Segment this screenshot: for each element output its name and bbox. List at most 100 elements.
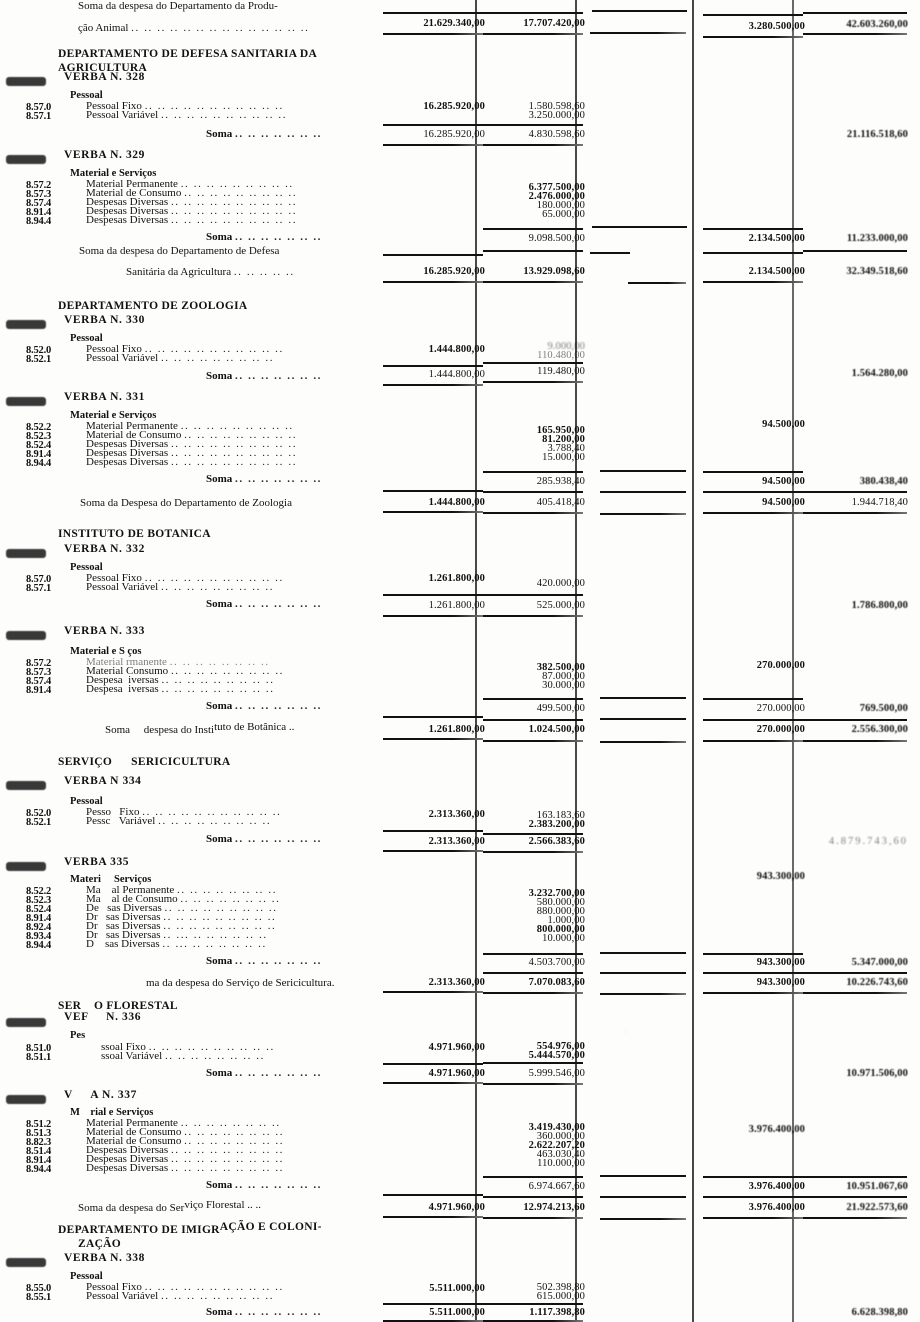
value-c2: 4.830.598,60 (528, 129, 585, 140)
column-separator-3 (692, 0, 694, 1322)
account-code: 8.94.4 (26, 216, 52, 227)
value-c2: 165.950,00 (536, 425, 585, 436)
rule-above-dept-total-c5 (803, 1196, 907, 1198)
value-c4: 94.500,00 (762, 497, 805, 508)
account-label-text: Pessoal Variável (86, 352, 159, 364)
rule-above-soma-c4 (703, 228, 803, 230)
value-c1: 5.511.000,00 (429, 1283, 485, 1294)
account-label-text: ssoal Variável (101, 1050, 163, 1062)
account-code: 8.57.0 (26, 574, 52, 585)
value-c2: 463.030,40 (536, 1149, 585, 1160)
group-label-pessoal: Pessoal (70, 796, 103, 807)
leader-dots: .. .. .. .. .. .. .. .. .. .. .. (144, 572, 284, 584)
leader-dots: .. .. .. .. .. .. .. (235, 1067, 323, 1079)
leader-dots: .. .. .. .. .. .. .. .. .. .. (148, 1041, 275, 1053)
value-c2: 10.000,00 (542, 933, 585, 944)
rule-above-dept-total-c4 (703, 252, 803, 254)
value-c2: 30.000,00 (542, 680, 585, 691)
group-label-pessoal: Pes (70, 1030, 86, 1041)
value-c5: 1.944.718,40 (851, 497, 908, 508)
leader-dots: .. .. .. .. .. .. .. .. .. (170, 665, 285, 677)
value-c5: 6.628.398,80 (851, 1307, 908, 1318)
rule-below-soma-c2 (483, 1083, 583, 1085)
account-label: Pesso Fixo .. .. .. .. .. .. .. .. .. ..… (86, 806, 281, 818)
verba-title: VEF N. 336 (64, 1011, 142, 1023)
rule-above-soma-c2 (483, 124, 583, 126)
account-label-text: Ma al de Consumo (86, 893, 178, 905)
rule-above-dept-total-c5 (803, 972, 907, 974)
rule-above-soma-c2 (483, 833, 583, 835)
account-label: Despesas Diversas .. .. .. .. .. .. .. .… (86, 205, 297, 217)
account-label: Material Permanente .. .. .. .. .. .. ..… (86, 420, 294, 432)
account-code: 8.94.4 (26, 940, 52, 951)
soma-text: Soma (206, 370, 233, 382)
value-c2: 87.000,00 (542, 671, 585, 682)
value-c2: 9.000,00 (547, 341, 585, 352)
account-label: Material Permanente .. .. .. .. .. .. ..… (86, 1117, 281, 1129)
account-label-text: Pessoal Variável (86, 109, 159, 121)
soma-text: Soma (206, 598, 233, 610)
value-c4: 3.976.400,00 (748, 1181, 805, 1192)
account-code: 8.57.0 (26, 102, 52, 113)
rule-above-soma-c2 (483, 698, 583, 700)
value-c2: 6.974.667,60 (528, 1181, 585, 1192)
leader-dots: .. .. .. .. .. .. .. .. .. .. .. (142, 806, 282, 818)
value-c2: 405.418,40 (536, 497, 585, 508)
rule-below-dept-total-c2 (483, 1217, 583, 1219)
soma-text: Soma (206, 700, 233, 712)
value-c5: 21.116.518,60 (846, 129, 908, 140)
account-label-text: De sas Diversas (86, 902, 162, 914)
rule-above-total-c5 (803, 12, 907, 14)
verba-title: VERBA N. 328 (64, 71, 146, 83)
value-c5: 769.500,00 (859, 703, 908, 714)
value-c2: 1.000,00 (547, 915, 585, 926)
account-label-text: Material de Consumo (86, 429, 182, 441)
department-heading-line2: ZAÇÃO (78, 1238, 122, 1250)
value-c2: 5.999.546,00 (528, 1068, 585, 1079)
leader-dots: .. .. .. .. .. .. .. .. .. .. (170, 214, 298, 226)
soma-text: Soma (206, 833, 233, 845)
rule-above-soma-c4 (703, 1176, 803, 1178)
leader-dots: .. .. .. .. .. .. .. (235, 231, 323, 243)
account-label: Despesa iversas .. .. .. .. .. .. .. .. … (86, 683, 275, 695)
account-label-text: Despesa iversas (86, 674, 159, 686)
leader-dots: .. .. .. .. .. .. .. .. .. .. (170, 456, 298, 468)
soma-label: Soma .. .. .. .. .. .. .. (206, 598, 322, 610)
account-code: 8.94.4 (26, 458, 52, 469)
account-label-text: Material rmanente (86, 656, 167, 668)
leader-dots: .. .. .. .. .. .. .. .. .. (160, 581, 275, 593)
rule-below-total-c2 (483, 33, 583, 35)
department-heading-line1: DEPARTAMENTO DE IMIGRAÇÃO E COLONI- (58, 1221, 322, 1236)
rule-below-dept-total-c3 (600, 513, 686, 515)
account-code: 8.94.4 (26, 1164, 52, 1175)
value-c2: 615.000,00 (536, 1291, 585, 1302)
account-label: Despesas Diversas .. .. .. .. .. .. .. .… (86, 1162, 284, 1174)
leader-dots: .. .. .. .. .. .. .. .. .. .. (160, 109, 288, 121)
group-label-material: Materi Serviços (70, 874, 152, 885)
total-title-text: ção Animal (78, 22, 129, 34)
account-label-text: Despesas Diversas (86, 196, 169, 208)
group-label-material: Material e Serviços (70, 410, 157, 421)
rule-above-dept-total-c2 (483, 250, 583, 252)
value-c4: 94.500,00 (762, 419, 805, 430)
column-separator-1 (475, 0, 477, 1322)
account-label: Dr sas Diversas .. .. .. .. .. .. .. .. … (86, 920, 276, 932)
value-c1: 4.971.960,00 (428, 1042, 485, 1053)
value-c1: 5.511.000,00 (429, 1307, 485, 1318)
value-c2: 502.398,80 (536, 1282, 585, 1293)
soma-label: Soma .. .. .. .. .. .. .. (206, 833, 322, 845)
rule-below-soma-c1 (383, 1082, 483, 1084)
rule-above-soma-c2 (483, 471, 583, 473)
department-total-title-line2: Sanitária da Agricultura .. .. .. .. .. (126, 266, 295, 278)
value-c2: 580.000,00 (536, 897, 585, 908)
account-label-text: Despesas Diversas (86, 447, 169, 459)
rule-above-total-c4 (703, 14, 803, 16)
leader-dots: .. .. .. .. .. .. .. .. .. .. (170, 205, 298, 217)
value-c5: 1.786.800,00 (851, 600, 908, 611)
account-code: 8.52.4 (26, 904, 52, 915)
account-label-text: Material Permanente (86, 1117, 178, 1129)
rule-above-soma-c2 (483, 1303, 583, 1305)
rule-above-soma-c1 (383, 1303, 483, 1305)
account-label: Pessoal Fixo .. .. .. .. .. .. .. .. .. … (86, 1281, 284, 1293)
